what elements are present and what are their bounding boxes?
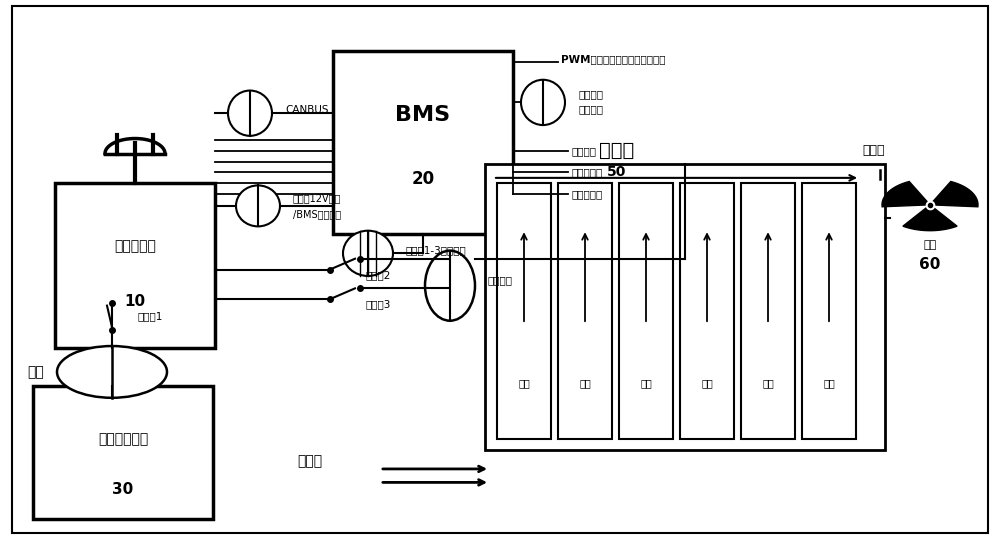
Text: 充电机12V输出: 充电机12V输出 xyxy=(293,193,341,203)
Text: 出风口温度: 出风口温度 xyxy=(571,189,602,199)
Text: 60: 60 xyxy=(919,257,941,272)
Text: 进风口温度: 进风口温度 xyxy=(571,168,602,177)
Bar xyxy=(33,386,213,519)
Text: 电池: 电池 xyxy=(762,378,774,388)
Text: 电源: 电源 xyxy=(27,365,44,379)
Text: 风扇: 风扇 xyxy=(923,240,937,250)
Text: 电池: 电池 xyxy=(823,378,835,388)
Text: 继电器1-3控制信号: 继电器1-3控制信号 xyxy=(406,246,467,255)
Bar xyxy=(680,183,734,439)
Bar xyxy=(485,164,885,450)
Text: 温度检测: 温度检测 xyxy=(578,104,603,114)
Text: 20: 20 xyxy=(411,170,435,189)
Bar xyxy=(558,183,612,439)
Text: 10: 10 xyxy=(124,294,146,309)
Ellipse shape xyxy=(57,346,167,398)
Polygon shape xyxy=(903,205,957,231)
Text: 整车充电机: 整车充电机 xyxy=(114,239,156,253)
Text: 50: 50 xyxy=(607,165,627,179)
Bar xyxy=(619,183,673,439)
Text: 包内温度: 包内温度 xyxy=(571,146,596,156)
Text: /BMS供电电源: /BMS供电电源 xyxy=(293,209,341,219)
Ellipse shape xyxy=(343,231,393,276)
Polygon shape xyxy=(930,182,978,207)
Text: 电池包: 电池包 xyxy=(599,141,635,161)
Text: CANBUS: CANBUS xyxy=(285,106,329,115)
Text: 继电器1: 继电器1 xyxy=(137,312,162,321)
Text: 30: 30 xyxy=(112,482,134,497)
Bar xyxy=(55,183,215,348)
Text: 电池: 电池 xyxy=(640,378,652,388)
Bar xyxy=(333,51,513,234)
Text: 出风口: 出风口 xyxy=(862,144,885,157)
Ellipse shape xyxy=(521,80,565,125)
Text: PWM输出控制侧出风口风扇转速: PWM输出控制侧出风口风扇转速 xyxy=(561,54,666,64)
Ellipse shape xyxy=(236,185,280,226)
Text: 电池单体: 电池单体 xyxy=(578,89,603,99)
Text: 继电器3: 继电器3 xyxy=(365,300,390,309)
Text: 整车电动空调: 整车电动空调 xyxy=(98,432,148,446)
Ellipse shape xyxy=(228,91,272,136)
Bar xyxy=(802,183,856,439)
Text: 电池: 电池 xyxy=(518,378,530,388)
Text: 进风口: 进风口 xyxy=(297,454,323,468)
Text: 电池: 电池 xyxy=(701,378,713,388)
Text: 充电接口: 充电接口 xyxy=(488,275,513,285)
Polygon shape xyxy=(882,182,930,207)
Ellipse shape xyxy=(425,251,475,321)
Bar xyxy=(497,183,551,439)
Text: 继电器2: 继电器2 xyxy=(365,270,390,280)
Bar xyxy=(741,183,795,439)
Text: BMS: BMS xyxy=(395,105,451,126)
Text: 电池: 电池 xyxy=(579,378,591,388)
